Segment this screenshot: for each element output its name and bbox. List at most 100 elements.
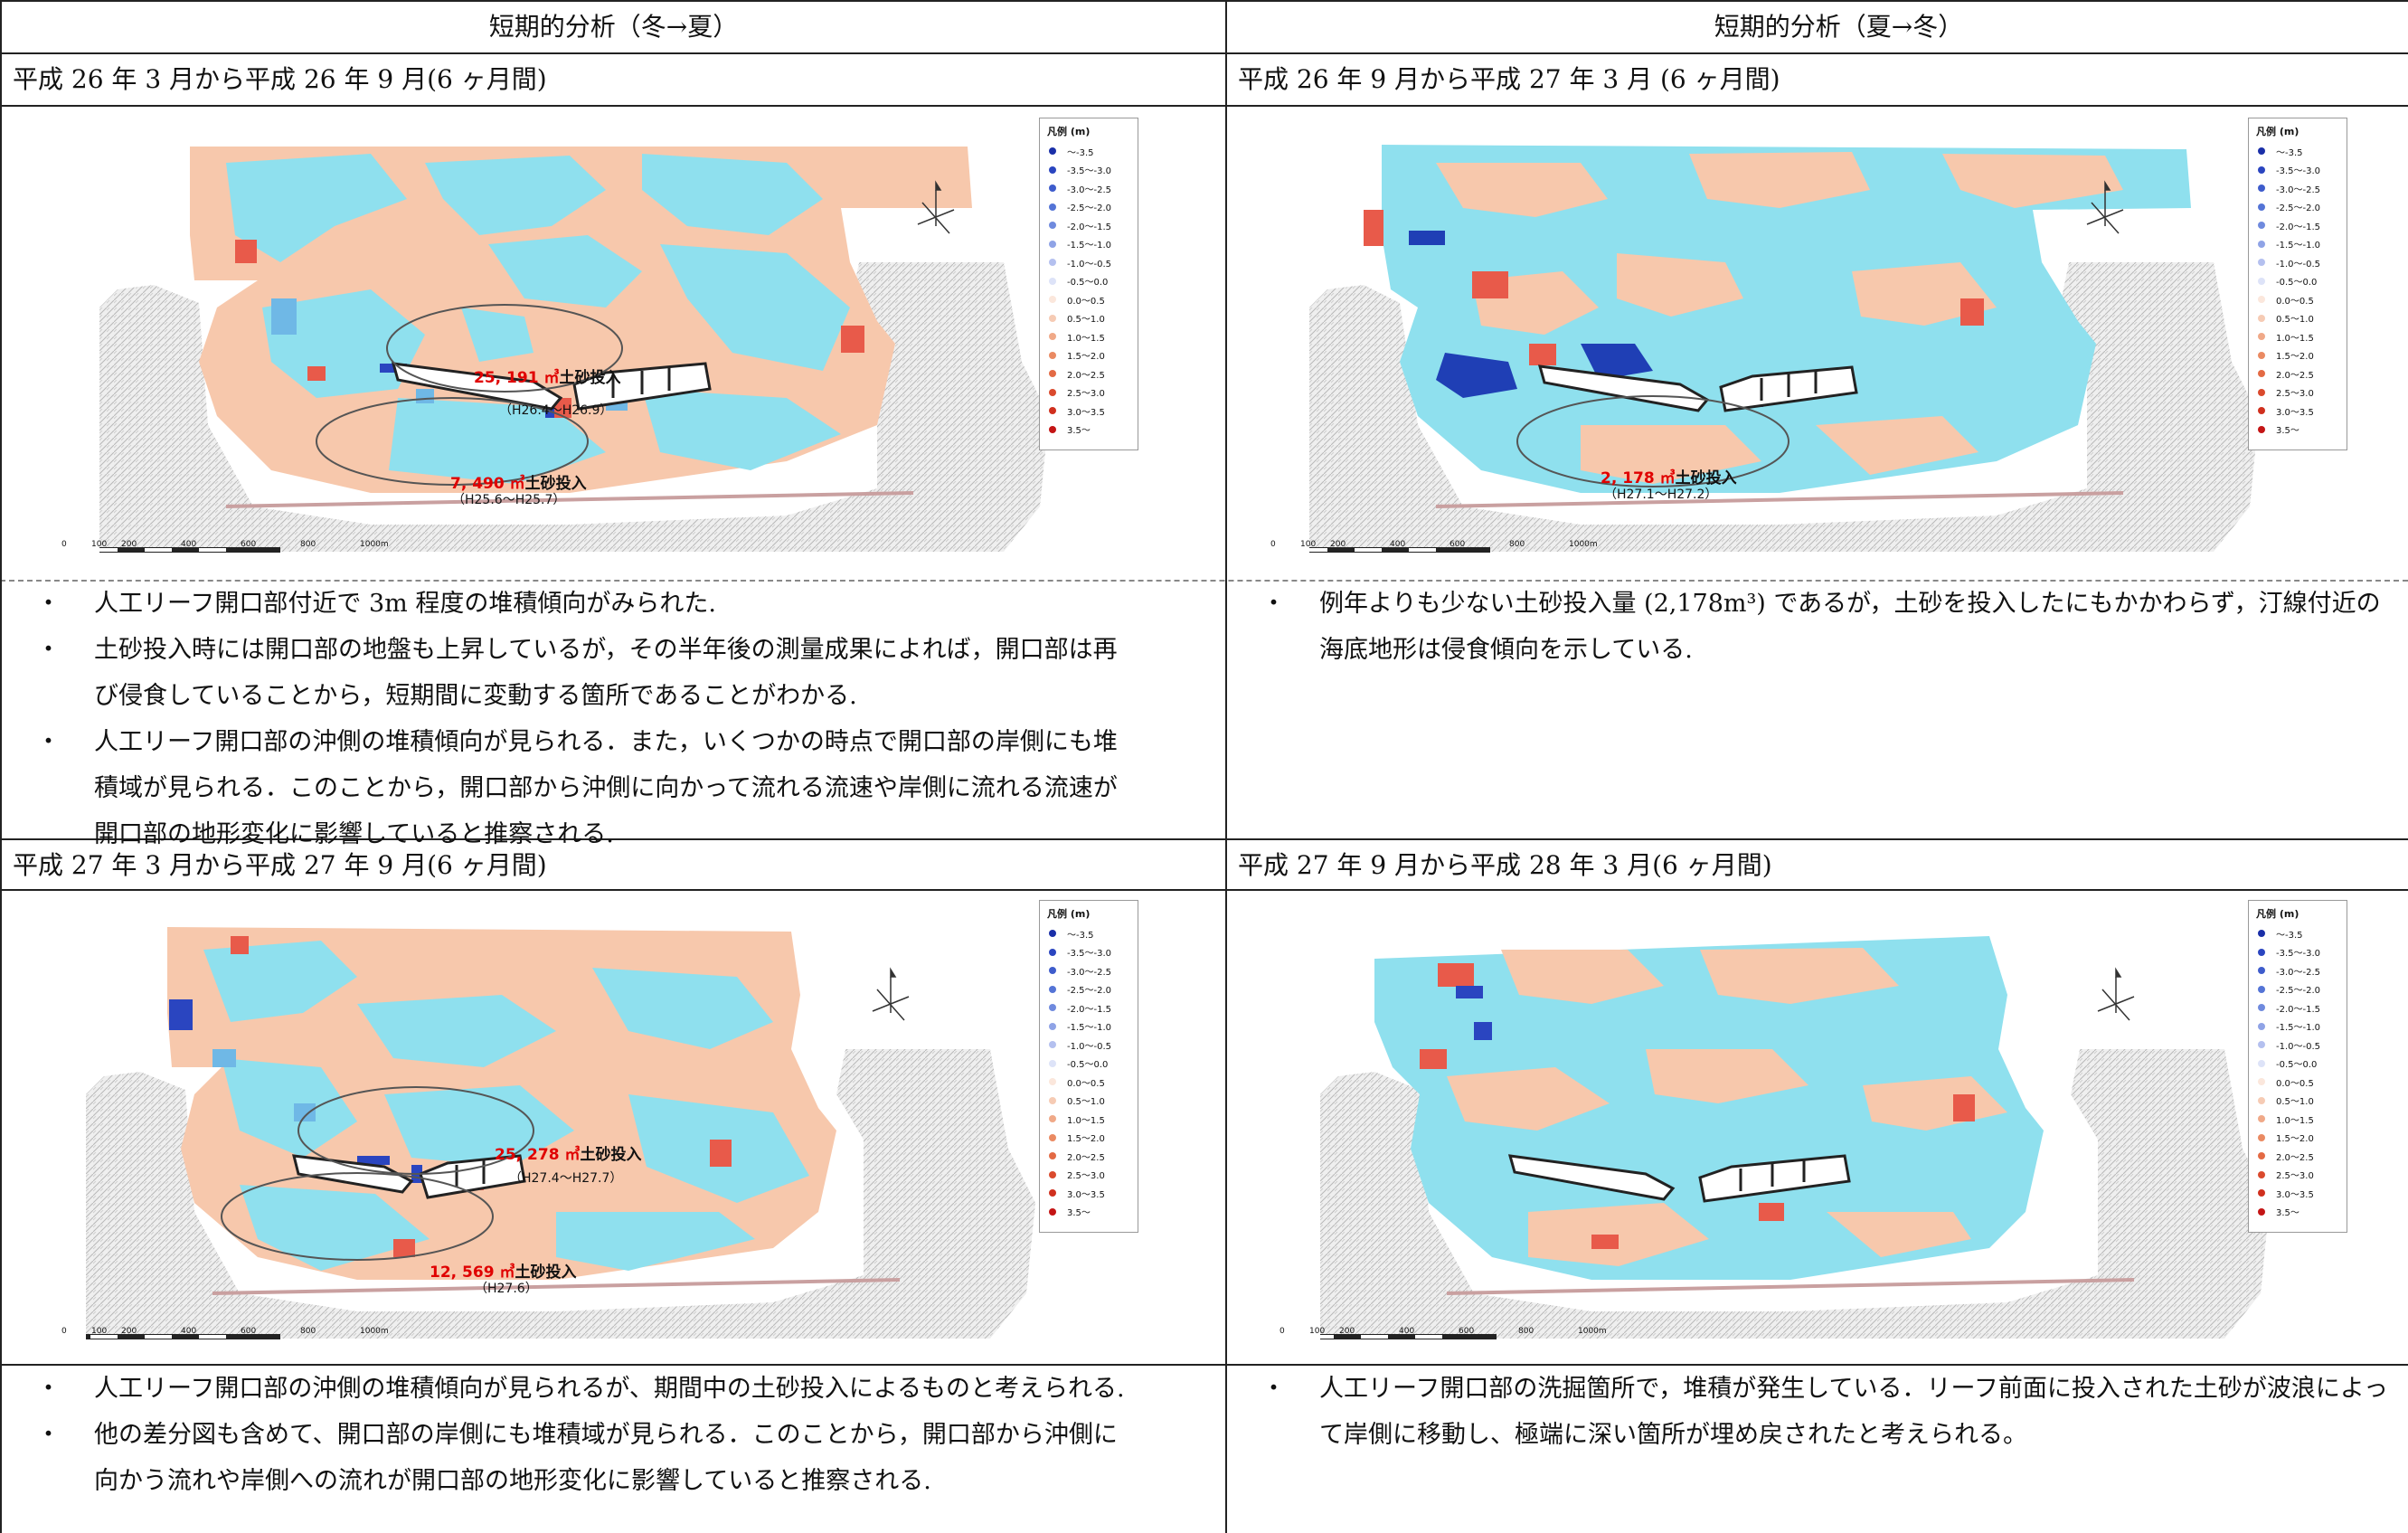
legend-item: 3.5～	[2249, 1203, 2347, 1222]
period-r1-right: 平成 26 年 9 月から平成 27 年 3 月 (6 ヶ月間)	[1238, 64, 1780, 94]
legend-label: 3.0～3.5	[2276, 407, 2314, 418]
legend-label: -3.5～-3.0	[2276, 166, 2321, 177]
legend-swatch	[1049, 147, 1056, 156]
legend-swatch	[1049, 985, 1056, 993]
bullet-text: 人工リーフ開口部付近で 3m 程度の堆積傾向がみられた.	[94, 590, 716, 618]
scale-label: 200	[121, 540, 137, 549]
difference-map-r1-right: 2, 178 ㎥土砂投入 （H27.1～H27.2）	[1309, 127, 2304, 570]
legend-item: 3.5～	[2249, 421, 2347, 440]
scale-label: 1000m	[1578, 1327, 1607, 1336]
legend-item: -1.0～-0.5	[1040, 253, 1138, 272]
legend-swatch	[2258, 296, 2265, 304]
scale-label: 800	[1518, 1327, 1535, 1336]
bullet-item: ・他の差分図も含めて、開口部の岸側にも堆積域が見られる．このことから，開口部から…	[36, 1421, 1118, 1495]
scale-label: 200	[1330, 540, 1346, 549]
legend-label: 0.0～0.5	[1067, 296, 1105, 307]
legend-swatch	[2258, 147, 2265, 156]
bullet-item: ・人工リーフ開口部付近で 3m 程度の堆積傾向がみられた.	[36, 590, 716, 618]
legend-label: -1.0～-0.5	[2276, 1041, 2321, 1052]
legend-item: 0.5～1.0	[2249, 309, 2347, 328]
legend-swatch	[2258, 1041, 2265, 1049]
legend-label: 0.0～0.5	[2276, 1078, 2314, 1089]
legend-swatch	[1049, 185, 1056, 193]
scale-label: 1000m	[360, 1327, 389, 1336]
scale-label: 600	[1459, 1327, 1475, 1336]
legend-item: 0.5～1.0	[1040, 1092, 1138, 1111]
legend-swatch	[2258, 240, 2265, 248]
legend-swatch	[2258, 1078, 2265, 1086]
legend-swatch	[1049, 1078, 1056, 1086]
bullet-text: 人工リーフ開口部の洗掘箇所で，堆積が発生している．リーフ前面に投入された土砂が波…	[1319, 1375, 2389, 1449]
legend-label: 1.0～1.5	[1067, 1115, 1105, 1126]
legend-swatch	[1049, 1133, 1056, 1141]
legend-swatch	[1049, 948, 1056, 956]
scale-label: 1000m	[360, 540, 389, 549]
legend-swatch	[2258, 388, 2265, 396]
legend-swatch	[2258, 1189, 2265, 1197]
legend-label: -2.5～-2.0	[2276, 203, 2321, 214]
bullet-item: ・人工リーフ開口部の沖側の堆積傾向が見られるが、期間中の土砂投入によるものと考え…	[36, 1375, 1125, 1403]
legend-swatch	[1049, 1096, 1056, 1104]
legend-item: 3.5～	[1040, 1203, 1138, 1222]
legend-label: 2.0～2.5	[1067, 1152, 1105, 1163]
annotation-1-date: （H27.1～H27.2）	[1604, 487, 1718, 502]
annotation-2-date: （H27.6）	[475, 1282, 538, 1296]
bullets-r1-right: ・例年よりも少ない土砂投入量 (2,178m³) であるが，土砂を投入したにもか…	[1227, 581, 2394, 673]
legend-item: -0.5～0.0	[1040, 272, 1138, 291]
legend-label: 0.0～0.5	[2276, 296, 2314, 307]
legend-label: -3.0～-2.5	[2276, 185, 2321, 195]
legend-swatch	[2258, 1170, 2265, 1178]
scale-labels-r2-right: 0 100 200 400 600 800 1000m	[1280, 1327, 1659, 1341]
legend-swatch	[2258, 185, 2265, 193]
legend-swatch	[1049, 1207, 1056, 1216]
legend-item: -3.5～-3.0	[1040, 161, 1138, 180]
legend-item: 2.0～2.5	[2249, 364, 2347, 383]
legend-title: 凡例 (m)	[2256, 126, 2299, 137]
annotation-1: 2, 178 ㎥土砂投入	[1601, 465, 1737, 487]
scale-labels-r1-left: 0 100 200 400 600 800 1000m	[61, 540, 441, 554]
legend-label: ～-3.5	[2276, 930, 2303, 941]
legend-label: 3.0～3.5	[1067, 1189, 1105, 1200]
legend-label: -0.5～0.0	[1067, 278, 1109, 289]
scale-label: 0	[1280, 1327, 1285, 1336]
legend-item: ～-3.5	[2249, 924, 2347, 943]
scale-bar	[86, 1334, 280, 1339]
legend-item: 1.0～1.5	[2249, 327, 2347, 346]
legend-swatch	[1049, 277, 1056, 285]
legend-item: 1.5～2.0	[2249, 1129, 2347, 1148]
legend-swatch	[1049, 425, 1056, 433]
legend-swatch	[2258, 948, 2265, 956]
legend-label: 0.0～0.5	[1067, 1078, 1105, 1089]
legend-label: 1.5～2.0	[1067, 352, 1105, 363]
legend-swatch	[2258, 1207, 2265, 1216]
legend-label: -2.0～-1.5	[2276, 222, 2321, 232]
bullet-text: 土砂投入時には開口部の地盤も上昇しているが，その半年後の測量成果によれば，開口部…	[94, 636, 1118, 710]
header-right: 短期的分析（夏→冬）	[1714, 12, 1964, 42]
legend-item: 2.0～2.5	[1040, 364, 1138, 383]
legend-item: ～-3.5	[2249, 142, 2347, 161]
legend-item: -2.5～-2.0	[2249, 980, 2347, 999]
legend-swatch	[1049, 388, 1056, 396]
legend-label: 2.0～2.5	[1067, 370, 1105, 381]
scale-label: 0	[61, 1327, 67, 1336]
legend-label: 1.0～1.5	[2276, 1115, 2314, 1126]
bullet-text: 他の差分図も含めて、開口部の岸側にも堆積域が見られる．このことから，開口部から沖…	[94, 1421, 1118, 1495]
legend-label: -1.0～-0.5	[1067, 259, 1112, 270]
legend-swatch	[2258, 1096, 2265, 1104]
legend-label: 1.5～2.0	[1067, 1134, 1105, 1145]
scale-label: 100	[1309, 1327, 1326, 1336]
legend-swatch	[1049, 407, 1056, 415]
legend-item: -2.5～-2.0	[1040, 980, 1138, 999]
legend-item: -1.0～-0.5	[1040, 1036, 1138, 1055]
legend-label: 2.5～3.0	[2276, 389, 2314, 400]
annotation-suffix: 土砂投入	[524, 475, 587, 493]
legend-item: -2.5～-2.0	[2249, 198, 2347, 217]
legend-swatch	[2258, 314, 2265, 322]
legend-swatch	[2258, 1133, 2265, 1141]
legend-label: -1.5～-1.0	[1067, 1023, 1112, 1034]
annotation-2: 12, 569 ㎥土砂投入	[430, 1259, 576, 1282]
legend-title: 凡例 (m)	[1047, 126, 1091, 137]
bullets-r2-right: ・人工リーフ開口部の洗掘箇所で，堆積が発生している．リーフ前面に投入された土砂が…	[1227, 1366, 2394, 1458]
scale-label: 100	[91, 1327, 108, 1336]
legend-item: 0.0～0.5	[2249, 290, 2347, 309]
